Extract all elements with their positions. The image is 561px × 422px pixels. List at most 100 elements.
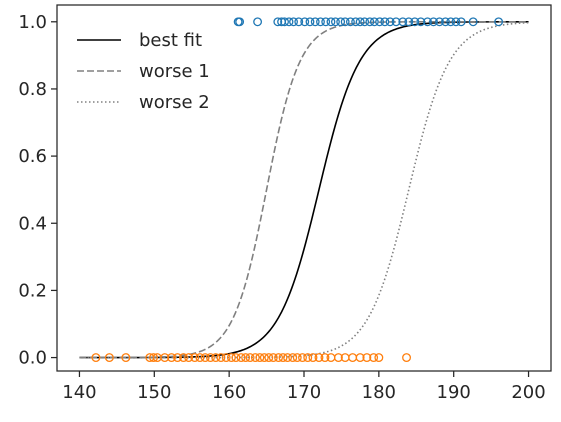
scatter-point — [355, 17, 365, 27]
scatter-point — [264, 353, 274, 363]
y-tick-label: 0.8 — [18, 79, 47, 100]
x-tick-label: 180 — [362, 382, 396, 403]
scatter-point — [336, 17, 346, 27]
scatter-point — [200, 353, 210, 363]
scatter-point — [292, 353, 302, 363]
scatter-point — [369, 17, 379, 27]
x-tick-label: 190 — [437, 382, 471, 403]
scatter-point — [284, 17, 294, 27]
scatter-point — [294, 17, 304, 27]
scatter-point — [423, 17, 432, 27]
scatter-point — [451, 17, 461, 27]
scatter-point — [278, 353, 288, 363]
scatter-point — [216, 353, 226, 363]
scatter-point — [385, 17, 395, 27]
scatter-point — [380, 17, 390, 27]
scatter-point — [314, 353, 324, 363]
scatter-point — [173, 353, 182, 363]
scatter-point — [321, 17, 331, 27]
scatter-point — [398, 17, 408, 27]
x-axis: 140 150 160 170 180 190 200 — [62, 371, 546, 403]
scatter-point — [288, 353, 298, 363]
scatter-point — [303, 353, 313, 363]
scatter-point — [320, 353, 330, 363]
scatter-point — [274, 353, 283, 363]
scatter-point — [255, 353, 265, 363]
scatter-point — [104, 353, 114, 363]
scatter-point — [241, 353, 251, 363]
scatter-point — [360, 17, 370, 27]
x-tick-label: 160 — [212, 382, 246, 403]
legend-label-worse-1: worse 1 — [139, 61, 210, 82]
scatter-point — [340, 17, 350, 27]
scatter-point — [259, 353, 269, 363]
scatter-point — [195, 353, 205, 363]
scatter-point — [305, 17, 315, 27]
scatter-point — [330, 17, 340, 27]
scatter-point — [184, 353, 194, 363]
scatter-point — [429, 17, 438, 27]
scatter-point — [410, 17, 420, 27]
scatter-point — [283, 353, 292, 363]
curve-worse-1 — [79, 20, 529, 359]
scatter-point — [468, 17, 478, 27]
y-tick-label: 0.6 — [18, 146, 47, 167]
legend-label-worse-2: worse 2 — [139, 92, 210, 113]
scatter-point — [404, 17, 414, 27]
scatter-point — [149, 353, 158, 363]
scatter-point — [289, 17, 298, 27]
y-axis: 0.0 0.2 0.4 0.6 0.8 1.0 — [18, 12, 57, 369]
x-tick-label: 140 — [62, 382, 96, 403]
legend-label-best-fit: best fit — [139, 30, 202, 51]
y-tick-label: 0.4 — [18, 213, 47, 234]
scatter-point — [160, 353, 170, 363]
scatter-point — [446, 17, 456, 27]
scatter-point — [362, 353, 372, 363]
scatter-point — [235, 17, 245, 27]
scatter-point — [355, 353, 365, 363]
scatter-point — [211, 353, 221, 363]
scatter-point — [236, 353, 246, 363]
scatter-point — [365, 17, 375, 27]
scatter-point — [91, 353, 101, 363]
scatter-point — [375, 17, 385, 27]
y-tick-label: 0.2 — [18, 280, 47, 301]
scatter-point — [190, 353, 200, 363]
scatter-point — [280, 17, 289, 27]
scatter-points — [91, 17, 504, 363]
scatter-point — [231, 353, 241, 363]
scatter-point — [333, 353, 343, 363]
scatter-point — [374, 353, 384, 363]
scatter-point — [308, 353, 318, 363]
scatter-point — [402, 353, 411, 363]
scatter-point — [121, 353, 131, 363]
scatter-point — [456, 17, 466, 27]
x-tick-label: 150 — [137, 382, 171, 403]
scatter-point — [298, 353, 307, 363]
scatter-point — [205, 353, 215, 363]
scatter-point — [221, 353, 231, 363]
scatter-point — [310, 17, 320, 27]
scatter-point — [316, 17, 325, 27]
scatter-point — [416, 17, 426, 27]
scatter-point — [245, 353, 255, 363]
scatter-point — [326, 17, 336, 27]
scatter-point — [300, 17, 310, 27]
x-tick-label: 200 — [511, 382, 545, 403]
plot-area — [57, 5, 551, 371]
legend: best fit worse 1 worse 2 — [77, 30, 210, 113]
scatter-point — [179, 353, 188, 363]
scatter-point — [273, 17, 283, 27]
scatter-point — [268, 353, 278, 363]
scatter-point — [441, 17, 450, 27]
scatter-point — [391, 17, 401, 27]
scatter-point — [253, 17, 263, 27]
x-tick-label: 170 — [287, 382, 321, 403]
scatter-point — [167, 353, 176, 363]
scatter-point — [494, 17, 504, 27]
scatter-point — [226, 353, 236, 363]
scatter-point — [369, 353, 379, 363]
scatter-point — [250, 353, 260, 363]
scatter-point — [345, 17, 355, 27]
